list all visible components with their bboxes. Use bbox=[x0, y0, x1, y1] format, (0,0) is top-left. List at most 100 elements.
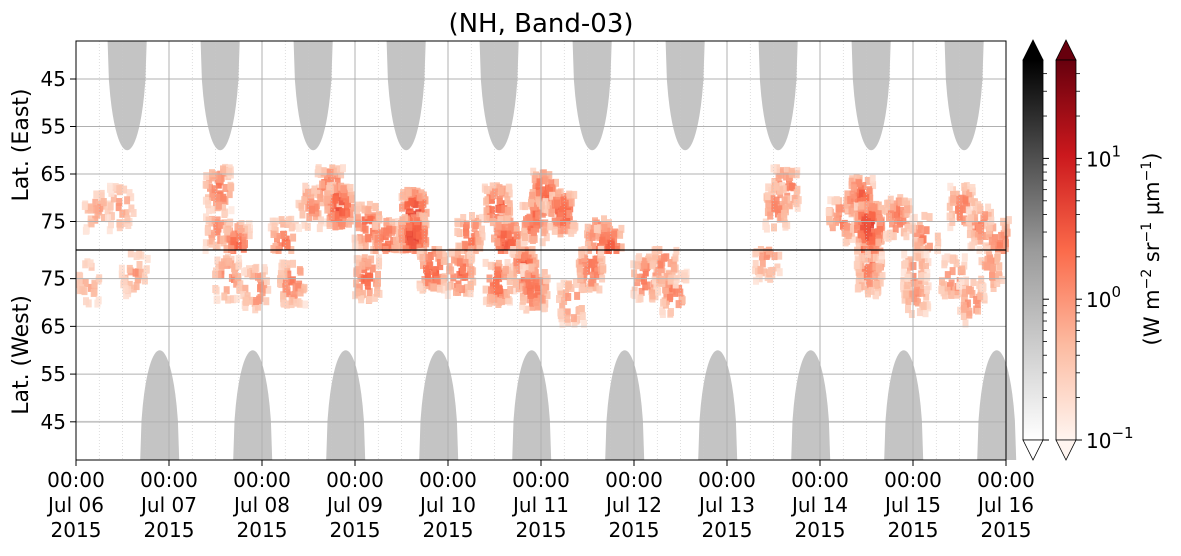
x-tick-year: 2015 bbox=[51, 518, 102, 542]
emission-pixel bbox=[251, 264, 258, 273]
emission-pixel bbox=[935, 238, 942, 247]
emission-pixel bbox=[312, 203, 319, 212]
emission-pixel bbox=[576, 264, 583, 273]
emission-pixel bbox=[530, 228, 537, 237]
emission-pixel bbox=[419, 254, 426, 262]
emission-pixel bbox=[594, 225, 601, 233]
emission-pixel bbox=[418, 199, 425, 208]
emission-pixel bbox=[81, 202, 88, 210]
emission-pixel bbox=[855, 278, 862, 287]
emission-pixel bbox=[948, 279, 955, 288]
emission-pixel bbox=[326, 182, 333, 191]
emission-pixel bbox=[483, 215, 490, 223]
colorbar-tick-label: 100 bbox=[1086, 283, 1121, 312]
emission-pixel bbox=[246, 231, 253, 240]
emission-pixel bbox=[340, 164, 346, 173]
emission-pixel bbox=[565, 281, 572, 290]
emission-pixel bbox=[969, 184, 976, 192]
emission-pixel bbox=[440, 257, 447, 265]
emission-pixel bbox=[205, 200, 212, 209]
x-tick-time: 00:00 bbox=[140, 468, 198, 492]
x-tick-time: 00:00 bbox=[791, 468, 849, 492]
emission-pixel bbox=[83, 226, 90, 235]
emission-pixel bbox=[374, 288, 380, 297]
emission-pixel bbox=[228, 206, 235, 215]
emission-pixel bbox=[997, 239, 1003, 248]
emission-pixel bbox=[392, 236, 399, 245]
emission-pixel bbox=[371, 293, 378, 302]
emission-pixel bbox=[854, 220, 861, 229]
emission-pixel bbox=[662, 285, 669, 294]
emission-pixel bbox=[897, 198, 904, 207]
emission-pixel bbox=[904, 209, 911, 218]
emission-pixel bbox=[793, 189, 800, 198]
emission-pixel bbox=[540, 228, 547, 237]
emission-pixel bbox=[861, 266, 868, 274]
emission-pixel bbox=[969, 241, 976, 250]
emission-pixel bbox=[579, 283, 586, 292]
emission-pixel bbox=[601, 215, 607, 224]
emission-pixel bbox=[912, 237, 919, 246]
emission-pixel bbox=[492, 188, 498, 197]
y-tick-label: 75 bbox=[41, 210, 66, 234]
emission-pixel bbox=[494, 238, 501, 247]
emission-pixel bbox=[91, 279, 98, 288]
emission-pixel bbox=[366, 295, 373, 304]
emission-pixel bbox=[228, 183, 235, 192]
x-tick-date: Jul 12 bbox=[604, 493, 662, 517]
emission-pixel bbox=[677, 270, 684, 279]
daylight-band-east bbox=[758, 41, 798, 151]
emission-pixel bbox=[904, 281, 911, 290]
emission-pixel bbox=[515, 284, 522, 293]
emission-pixel bbox=[871, 272, 878, 281]
emission-pixel bbox=[855, 283, 862, 292]
emission-pixel bbox=[655, 268, 662, 277]
emission-pixel bbox=[225, 295, 232, 304]
emission-pixel bbox=[401, 228, 408, 237]
emission-pixel bbox=[128, 193, 135, 202]
emission-pixel bbox=[406, 222, 413, 231]
emission-pixel bbox=[652, 251, 659, 260]
emission-pixel bbox=[752, 260, 759, 268]
emission-pixel bbox=[81, 287, 88, 296]
emission-pixel bbox=[898, 207, 905, 215]
emission-pixel bbox=[526, 286, 533, 295]
emission-pixel bbox=[218, 266, 225, 275]
emission-pixel bbox=[297, 288, 304, 297]
emission-pixel bbox=[540, 304, 547, 313]
emission-pixel bbox=[961, 294, 968, 303]
emission-pixel bbox=[970, 198, 977, 207]
emission-pixel bbox=[520, 296, 527, 305]
emission-pixel bbox=[571, 319, 578, 328]
emission-pixel bbox=[319, 180, 326, 189]
emission-pixel bbox=[529, 191, 536, 200]
emission-pixel bbox=[316, 224, 323, 233]
emission-pixel bbox=[563, 202, 570, 211]
emission-pixel bbox=[547, 222, 554, 231]
emission-pixel bbox=[556, 295, 562, 303]
emission-pixel bbox=[524, 270, 531, 279]
x-tick-time: 00:00 bbox=[233, 468, 291, 492]
emission-pixel bbox=[966, 189, 973, 198]
emission-pixel bbox=[656, 275, 663, 284]
emission-pixel bbox=[122, 285, 129, 293]
emission-pixel bbox=[960, 312, 967, 320]
emission-pixel bbox=[872, 281, 879, 289]
emission-pixel bbox=[501, 272, 508, 281]
emission-pixel bbox=[604, 221, 611, 230]
emission-pixel bbox=[98, 192, 105, 201]
emission-pixel bbox=[858, 253, 865, 262]
emission-pixel bbox=[566, 190, 573, 199]
emission-pixel bbox=[283, 289, 290, 298]
emission-pixel bbox=[375, 240, 382, 249]
emission-pixel bbox=[369, 228, 376, 236]
emission-pixel bbox=[860, 197, 867, 206]
emission-pixel bbox=[980, 220, 987, 229]
emission-pixel bbox=[976, 281, 983, 290]
emission-pixel bbox=[861, 231, 868, 240]
emission-pixel bbox=[535, 196, 542, 205]
emission-pixel bbox=[374, 234, 381, 243]
emission-pixel bbox=[967, 222, 974, 231]
emission-pixel bbox=[399, 216, 406, 225]
emission-pixel bbox=[672, 288, 678, 297]
